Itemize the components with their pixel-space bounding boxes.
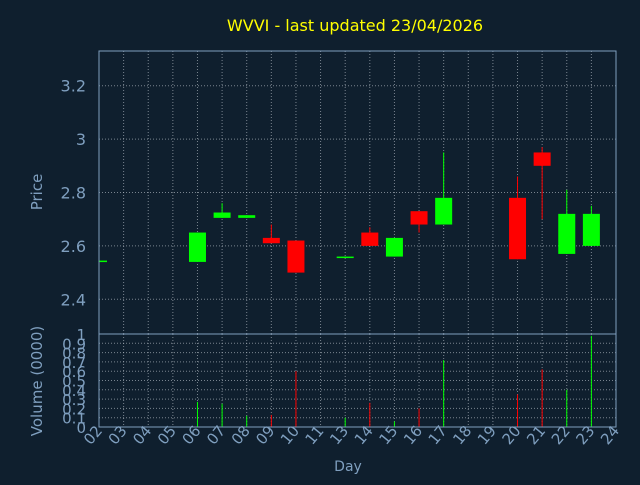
candle-body-10 [287,240,305,273]
candle-body-14 [361,232,379,246]
x-tick-label-19: 19 [474,422,500,448]
candle-body-17 [435,197,453,225]
x-tick-label-13: 13 [326,422,352,448]
candle-body-20 [509,197,527,260]
chart-title: WVVI - last updated 23/04/2026 [227,16,483,35]
volume-tick-label: 0.9 [62,335,86,353]
candle-body-09 [262,237,280,244]
volume-tick-label: 0.8 [62,345,86,363]
x-tick-label-24: 24 [597,422,623,448]
candle-body-21 [533,152,551,166]
volume-tick-label: 0.2 [62,400,86,418]
candle-body-23 [582,213,600,246]
volume-tick-label: 0.4 [62,382,86,400]
x-tick-label-18: 18 [449,422,475,448]
price-tick-label: 2.6 [61,237,86,256]
x-tick-label-07: 07 [203,422,229,448]
volume-tick-label: 0.1 [62,410,86,428]
volume-grid [98,333,617,428]
candle-body-02 [99,260,107,263]
candle-body-13 [336,256,354,259]
volume-tick-label: 1 [76,326,86,344]
x-tick-label-08: 08 [228,422,254,448]
volume-axis-label: Volume (0000) [28,326,46,436]
candle-body-16 [410,211,428,225]
volume-bars [98,335,592,427]
price-grid [98,51,617,334]
volume-tick-label: 0.3 [62,391,86,409]
price-tick-label: 3.2 [61,77,86,96]
volume-tick-labels: 00.10.20.30.40.50.60.70.80.91 [62,326,86,437]
price-tick-labels: 2.4 2.6 2.8 3 3.2 [61,77,86,310]
volume-tick-label: 0.5 [62,373,86,391]
x-axis-label: Day [334,459,362,475]
volume-tick-label: 0 [76,419,86,437]
candle-body-06 [188,232,206,262]
candle-body-22 [558,213,576,254]
price-tick-label: 3 [76,130,86,149]
candle-body-07 [213,212,231,218]
x-tick-label-21: 21 [523,422,549,448]
x-tick-label-17: 17 [425,422,451,448]
x-tick-label-10: 10 [277,422,303,448]
candle-body-15 [385,237,403,257]
x-tick-label-20: 20 [499,422,525,448]
x-tick-label-06: 06 [178,422,204,448]
price-tick-label: 2.4 [61,290,86,309]
volume-panel-frame [98,333,617,428]
x-tick-label-03: 03 [105,422,131,448]
volume-tick-label: 0.7 [62,354,86,372]
x-tick-label-22: 22 [548,422,574,448]
x-tick-labels: 0203040506070809101113141516171819202122… [80,422,623,448]
x-tick-label-11: 11 [302,422,328,448]
x-tick-label-04: 04 [129,422,155,448]
price-tick-label: 2.8 [61,184,86,203]
x-tick-label-05: 05 [154,422,180,448]
volume-tick-label: 0.6 [62,363,86,381]
x-tick-label-23: 23 [572,422,598,448]
x-tick-label-09: 09 [252,422,278,448]
x-tick-label-14: 14 [351,422,377,448]
x-tick-label-16: 16 [400,422,426,448]
x-tick-label-15: 15 [375,422,401,448]
price-axis-label: Price [28,174,46,211]
candles [98,147,600,273]
candle-body-08 [238,215,256,218]
